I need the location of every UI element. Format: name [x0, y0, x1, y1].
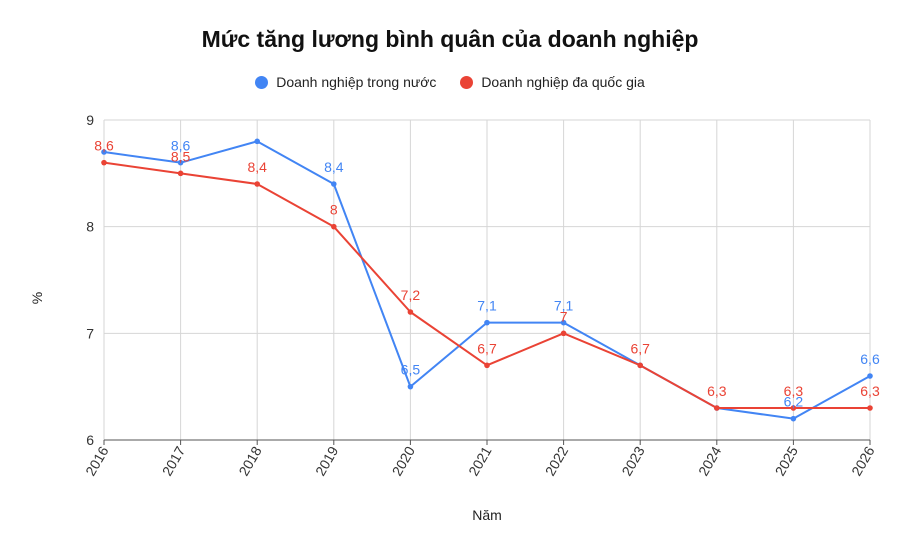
data-point-multinational: [790, 405, 797, 411]
x-axis-title: Năm: [472, 507, 502, 523]
data-label-multinational: 8,6: [94, 138, 114, 154]
x-tick-label: 2019: [312, 443, 342, 478]
data-label-domestic: 6,5: [401, 362, 421, 378]
data-point-multinational: [177, 170, 184, 177]
data-label-multinational: 6,3: [860, 383, 880, 399]
data-point-domestic: [407, 383, 414, 390]
data-label-multinational: 8: [330, 202, 338, 218]
x-tick-label: 2021: [465, 443, 495, 478]
data-label-domestic: 6,2: [784, 394, 804, 410]
data-point-multinational: [407, 309, 414, 315]
legend-marker-domestic: [255, 76, 269, 89]
data-point-multinational: [714, 405, 720, 411]
data-label-multinational: 8,4: [247, 159, 267, 175]
y-tick-label: 7: [86, 325, 94, 341]
y-tick-label: 6: [86, 432, 94, 448]
data-point-domestic: [790, 415, 797, 422]
data-point-domestic: [101, 149, 107, 155]
data-label-multinational: 8,5: [171, 148, 191, 164]
data-point-domestic: [177, 159, 184, 166]
y-axis-title: %: [29, 292, 45, 304]
legend-label-domestic: Doanh nghiệp trong nước: [276, 74, 437, 90]
x-tick-label: 2017: [159, 443, 189, 478]
data-label-domestic: 6,6: [860, 351, 880, 367]
data-label-multinational: 7: [560, 308, 568, 324]
data-point-multinational: [254, 181, 260, 187]
data-label-multinational: 6,7: [630, 340, 650, 356]
data-point-multinational: [867, 405, 873, 411]
chart-legend: Doanh nghiệp trong nước Doanh nghiệp đa …: [0, 74, 900, 90]
data-point-multinational: [101, 159, 107, 166]
chart-title: Mức tăng lương bình quân của doanh nghiệ…: [201, 26, 699, 52]
data-label-multinational: 7,2: [401, 287, 421, 303]
data-point-domestic: [254, 138, 260, 145]
x-tick-label: 2016: [82, 443, 112, 478]
data-label-domestic: 8,4: [324, 159, 344, 175]
data-point-domestic: [560, 319, 567, 326]
x-tick-label: 2023: [618, 443, 648, 478]
data-point-domestic: [867, 373, 873, 379]
x-tick-label: 2018: [235, 443, 265, 478]
data-point-multinational: [331, 223, 337, 230]
legend-item-domestic[interactable]: Doanh nghiệp trong nước: [255, 74, 436, 90]
data-label-domestic: 7,1: [477, 298, 497, 314]
x-tick-label: 2025: [772, 443, 802, 478]
data-point-multinational: [560, 330, 567, 337]
data-label-multinational: 6,3: [707, 383, 727, 399]
legend-item-multinational[interactable]: Doanh nghiệp đa quốc gia: [460, 74, 645, 90]
data-point-multinational: [637, 362, 643, 369]
data-label-multinational: 6,3: [784, 383, 804, 399]
data-point-multinational: [484, 362, 490, 369]
data-label-domestic: 7,1: [554, 298, 574, 314]
x-tick-label: 2024: [695, 443, 725, 478]
data-label-multinational: 6,7: [477, 340, 497, 356]
legend-label-multinational: Doanh nghiệp đa quốc gia: [481, 74, 645, 90]
data-label-domestic: 8,6: [171, 138, 191, 154]
x-tick-label: 2026: [848, 443, 878, 478]
y-tick-label: 9: [86, 112, 94, 128]
x-tick-label: 2022: [542, 443, 572, 478]
data-point-domestic: [331, 181, 337, 187]
data-point-domestic: [484, 319, 490, 326]
y-tick-label: 8: [86, 219, 94, 235]
legend-marker-multinational: [460, 76, 474, 89]
x-tick-label: 2020: [389, 443, 419, 478]
